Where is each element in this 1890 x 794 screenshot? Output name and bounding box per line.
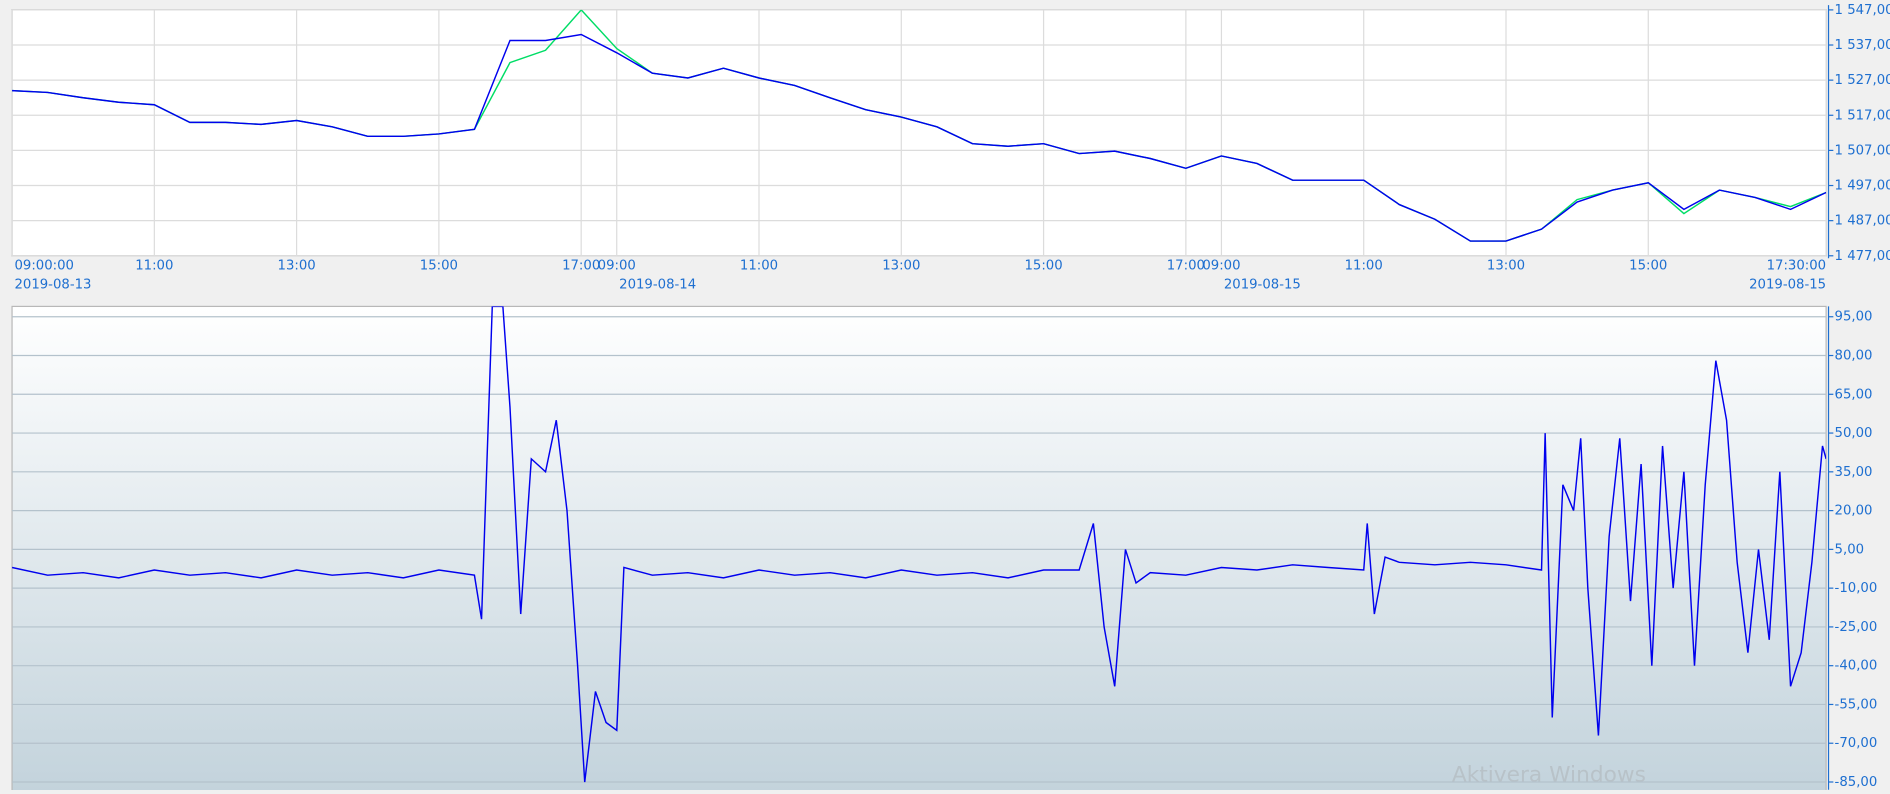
y-tick-label: 80,00 [1835,349,1873,364]
y-tick-label: -70,00 [1835,736,1878,751]
y-tick-label: 65,00 [1835,387,1873,402]
x-tick-label: 15:00 [420,258,458,273]
x-tick-label: 09:00 [598,258,636,273]
x-tick-label: 11:00 [135,258,173,273]
y-tick-label: 35,00 [1835,465,1873,480]
series-group [12,9,1827,242]
y-tick-label: 1 507,00 [1835,143,1890,158]
y-tick-label: 50,00 [1835,426,1873,441]
x-tick-label: 15:00 [1629,258,1667,273]
plot-area [11,305,1827,792]
x-tick-label: 15:00 [1024,258,1062,273]
y-tick-label: -10,00 [1835,581,1878,596]
y-tick-label: -85,00 [1835,775,1878,790]
y-tick-label: 5,00 [1835,542,1865,557]
x-tick-label: 11:00 [1345,258,1383,273]
y-tick-label: 1 517,00 [1835,108,1890,123]
y-tick-label: -40,00 [1835,659,1878,674]
x-tick-label: 17:30:00 [1767,258,1827,273]
y-tick-label: 1 547,00 [1835,3,1890,18]
y-tick-label: 1 487,00 [1835,214,1890,229]
x-tick-label: 13:00 [278,258,316,273]
x-tick-label: 17:00 [1167,258,1205,273]
x-tick-label: 13:00 [1487,258,1525,273]
date-label: 2019-08-14 [619,278,696,293]
plot-area [11,9,1827,257]
x-tick-label: 17:00 [562,258,600,273]
y-tick-label: 1 537,00 [1835,38,1890,53]
series-group [12,306,1827,783]
line-series [12,33,1827,242]
date-label: 2019-08-15 [1224,278,1301,293]
date-label: 2019-08-13 [14,278,91,293]
y-tick-label: 1 527,00 [1835,73,1890,88]
y-tick-label: 95,00 [1835,310,1873,325]
y-tick-label: 20,00 [1835,504,1873,519]
line-series [12,306,1827,783]
x-tick-label: 09:00 [1202,258,1240,273]
x-tick-label: 13:00 [882,258,920,273]
y-tick-label: -25,00 [1835,620,1878,635]
date-label: 2019-08-15 [1749,278,1826,293]
y-tick-label: -55,00 [1835,697,1878,712]
x-tick-label: 11:00 [740,258,778,273]
y-tick-label: 1 497,00 [1835,179,1890,194]
x-tick-label: 09:00:00 [14,258,74,273]
y-tick-label: 1 477,00 [1835,249,1890,264]
watermark: Aktivera Windows [1452,762,1646,787]
